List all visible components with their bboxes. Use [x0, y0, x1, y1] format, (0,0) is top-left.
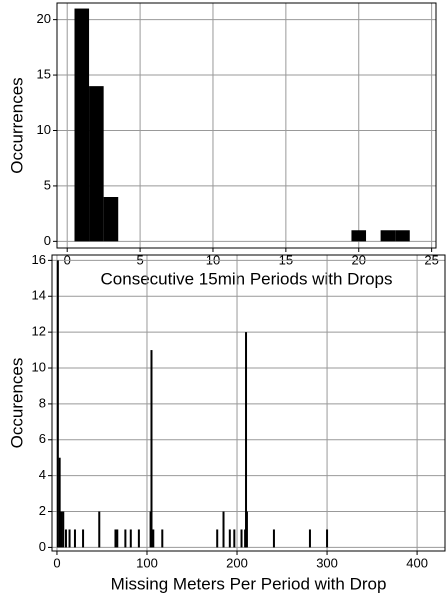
bar — [58, 457, 61, 548]
bar — [216, 529, 219, 548]
bar — [233, 529, 236, 548]
bar — [103, 197, 119, 242]
x-tick-label: 300 — [316, 555, 338, 570]
y-tick-label: 5 — [44, 177, 51, 192]
x-tick-label: 400 — [406, 555, 428, 570]
bar — [124, 529, 127, 548]
y-tick-label: 8 — [39, 395, 46, 410]
bar — [98, 511, 101, 548]
bar — [308, 529, 311, 548]
bar — [150, 350, 153, 548]
y-tick-label: 6 — [39, 431, 46, 446]
bar — [222, 511, 225, 548]
bar — [351, 230, 367, 242]
bar — [68, 529, 71, 548]
bar — [240, 529, 243, 548]
plot-frame — [51, 254, 446, 552]
bar — [245, 332, 248, 548]
y-tick-label: 12 — [32, 324, 46, 339]
x-tick-label: 200 — [226, 555, 248, 570]
x-tick-label: 0 — [53, 555, 60, 570]
bar — [272, 529, 275, 548]
y-tick-label: 10 — [37, 122, 51, 137]
y-axis-label: Occurences — [7, 358, 26, 449]
bar — [114, 529, 117, 548]
y-tick-label: 0 — [39, 539, 46, 554]
bar — [380, 230, 396, 242]
bar — [89, 86, 104, 242]
bar — [395, 230, 410, 242]
x-tick-label: 100 — [136, 555, 158, 570]
y-tick-label: 2 — [39, 503, 46, 518]
bar — [326, 529, 329, 548]
bar — [82, 529, 85, 548]
bar — [74, 8, 90, 242]
x-axis-label: Missing Meters Per Period with Drop — [111, 574, 387, 593]
y-tick-label: 0 — [44, 233, 51, 248]
bar — [129, 529, 132, 548]
bar — [116, 529, 119, 548]
bar — [228, 529, 231, 548]
bar — [62, 511, 65, 548]
y-tick-label: 14 — [32, 288, 46, 303]
y-tick-label: 15 — [37, 66, 51, 81]
x-axis-label: Consecutive 15min Periods with Drops — [101, 269, 393, 288]
bar — [56, 260, 59, 548]
bar — [60, 511, 63, 548]
bar — [73, 529, 76, 548]
bar — [137, 529, 140, 548]
bar — [245, 511, 248, 548]
bar — [152, 529, 155, 548]
plot-frame — [56, 2, 437, 249]
y-tick-label: 16 — [32, 252, 46, 267]
y-axis-label: Occurrences — [7, 77, 26, 173]
y-tick-label: 20 — [37, 11, 51, 26]
y-tick-label: 10 — [32, 359, 46, 374]
bar — [161, 529, 164, 548]
bar — [64, 529, 67, 548]
y-tick-label: 4 — [39, 467, 46, 482]
